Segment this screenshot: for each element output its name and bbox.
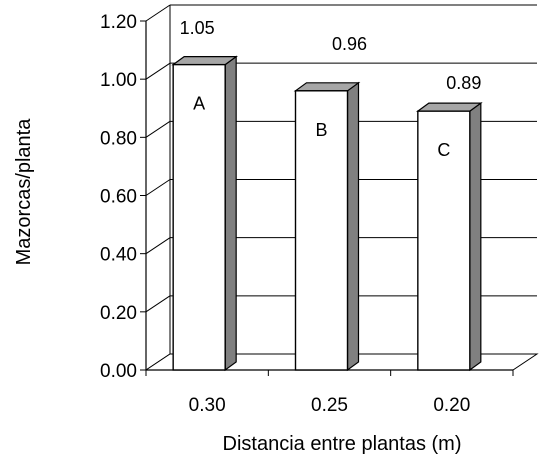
bar-side — [348, 83, 359, 370]
bar-letter: C — [437, 140, 450, 160]
bar-top — [418, 103, 481, 111]
gridline-depth — [146, 121, 170, 137]
bar-side — [225, 57, 236, 370]
x-tick-label: 0.20 — [433, 395, 470, 416]
bars — [173, 57, 481, 370]
y-tick-label: 0.80 — [100, 128, 137, 149]
y-tick-label: 1.00 — [100, 70, 137, 91]
x-tick-label: 0.25 — [311, 395, 348, 416]
bar-value-label: 1.05 — [180, 18, 215, 38]
x-axis-title: Distancia entre plantas (m) — [223, 433, 462, 455]
gridline-depth — [146, 296, 170, 312]
y-tick-label: 0.40 — [100, 245, 137, 266]
bar-letter: A — [193, 94, 205, 114]
y-tick-label: 0.60 — [100, 187, 137, 208]
y-tick-label: 0.00 — [100, 361, 137, 382]
x-tick-label: 0.30 — [189, 395, 226, 416]
gridline-depth — [146, 63, 170, 79]
bar-side — [470, 103, 481, 370]
gridline-depth — [146, 238, 170, 254]
gridline-depth — [146, 180, 170, 196]
bar-value-label: 0.96 — [332, 34, 367, 54]
bar-value-label: 0.89 — [446, 73, 481, 93]
bar-top — [296, 83, 359, 91]
y-tick-label: 0.20 — [100, 303, 137, 324]
y-tick-label: 1.20 — [100, 12, 137, 33]
bar-letter: B — [315, 120, 327, 140]
y-axis-title: Mazorcas/planta — [13, 118, 35, 266]
bar-top — [173, 57, 236, 65]
gridline-depth — [146, 5, 170, 21]
